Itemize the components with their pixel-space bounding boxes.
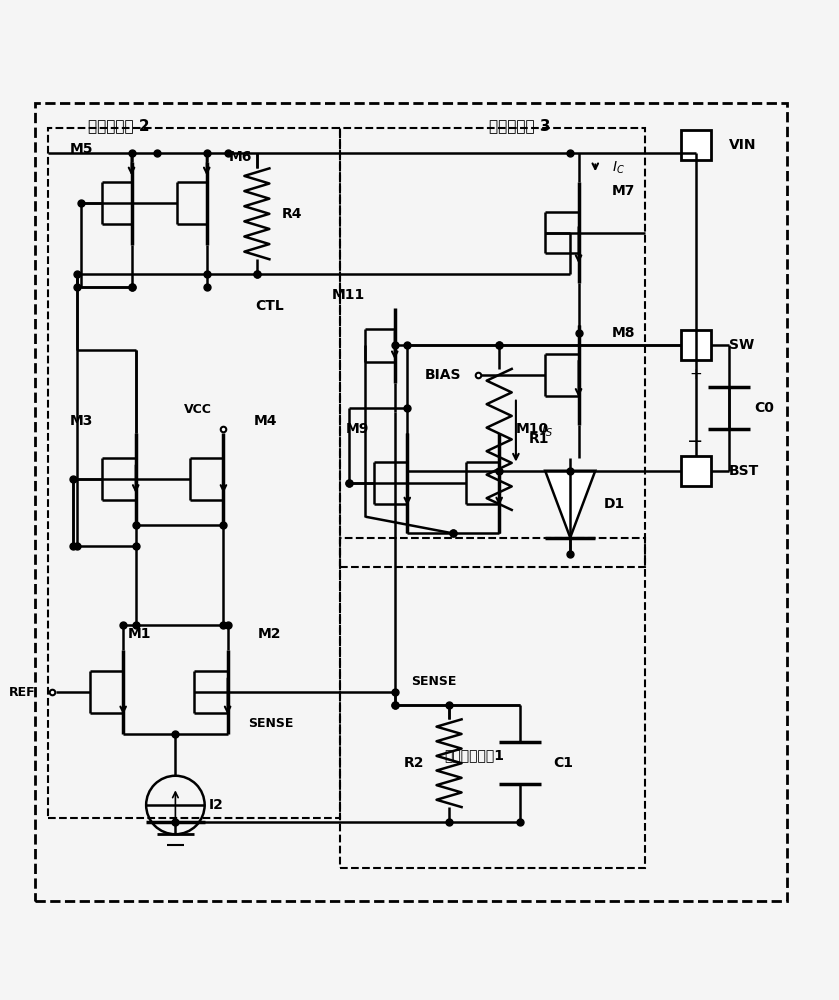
Text: REF: REF — [8, 686, 35, 699]
Text: $I_C$: $I_C$ — [612, 160, 625, 176]
Text: M6: M6 — [228, 150, 252, 164]
FancyBboxPatch shape — [680, 330, 711, 360]
Text: SENSE: SENSE — [248, 717, 294, 730]
Text: BIAS: BIAS — [425, 368, 461, 382]
Text: BST: BST — [729, 464, 759, 478]
Text: C1: C1 — [554, 756, 574, 770]
Text: M2: M2 — [258, 627, 281, 641]
Text: M5: M5 — [70, 142, 93, 156]
Text: 电压采样电路1: 电压采样电路1 — [444, 748, 504, 762]
Text: R4: R4 — [282, 207, 302, 221]
Text: M7: M7 — [612, 184, 635, 198]
Text: M10: M10 — [516, 422, 549, 436]
Text: 误差放大器 2: 误差放大器 2 — [88, 118, 150, 133]
Text: −: − — [687, 432, 704, 451]
Text: M3: M3 — [70, 414, 93, 428]
Text: VCC: VCC — [185, 403, 212, 416]
Text: VIN: VIN — [729, 138, 757, 152]
Text: 跨导放大器 3: 跨导放大器 3 — [489, 118, 551, 133]
Text: I2: I2 — [209, 798, 224, 812]
Text: $I_S$: $I_S$ — [541, 423, 553, 439]
Text: SW: SW — [729, 338, 754, 352]
Text: R2: R2 — [404, 756, 424, 770]
Text: R1: R1 — [529, 432, 549, 446]
Text: M1: M1 — [128, 627, 152, 641]
Text: M4: M4 — [253, 414, 277, 428]
Text: CTL: CTL — [255, 299, 284, 313]
Text: +: + — [689, 367, 702, 382]
Polygon shape — [545, 471, 596, 538]
Text: M11: M11 — [332, 288, 366, 302]
Text: M8: M8 — [612, 326, 635, 340]
Text: C0: C0 — [754, 401, 774, 415]
FancyBboxPatch shape — [680, 130, 711, 160]
Text: M9: M9 — [346, 422, 369, 436]
Text: D1: D1 — [603, 497, 625, 511]
FancyBboxPatch shape — [680, 456, 711, 486]
Text: SENSE: SENSE — [411, 675, 456, 688]
